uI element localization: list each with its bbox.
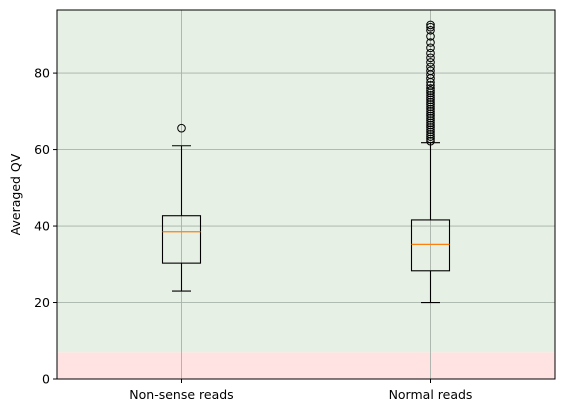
outlier-point xyxy=(426,102,435,112)
outlier-point xyxy=(426,120,435,130)
outlier-point xyxy=(426,134,435,144)
outlier-point xyxy=(426,129,435,139)
y-tick-label: 60 xyxy=(34,142,50,157)
outlier-point xyxy=(426,100,435,109)
box-series xyxy=(161,20,451,304)
outlier-point xyxy=(426,111,435,121)
y-axis-label: Averaged QV xyxy=(8,153,23,235)
axis-ticks: 0 20 40 60 80 Non-sense reads Normal reads xyxy=(34,66,472,402)
y-tick-label: 80 xyxy=(34,66,50,81)
outlier-point xyxy=(426,97,435,107)
background-band-1 xyxy=(57,10,555,353)
outlier-point xyxy=(426,20,435,30)
background-bands xyxy=(57,10,555,379)
outlier-point xyxy=(426,84,435,93)
y-tick-label: 20 xyxy=(34,295,50,310)
outlier-point xyxy=(426,81,435,90)
outlier-point xyxy=(426,48,435,58)
y-tick-label: 0 xyxy=(42,372,50,387)
outlier-point xyxy=(426,118,435,128)
outlier-point xyxy=(426,104,435,114)
outlier-point xyxy=(426,43,435,53)
box-0 xyxy=(161,123,202,292)
outlier-point xyxy=(426,107,435,116)
outlier-point xyxy=(426,95,435,105)
outlier-point xyxy=(426,123,435,132)
outlier-point xyxy=(426,58,435,67)
outlier-point xyxy=(426,116,435,125)
outlier-point xyxy=(426,125,435,134)
outlier-point xyxy=(426,86,435,95)
background-band-0 xyxy=(57,352,555,379)
outlier-point xyxy=(426,62,435,72)
outlier-point xyxy=(426,66,435,76)
y-tick-label: 40 xyxy=(34,219,50,234)
outlier-point xyxy=(426,127,435,137)
outlier-point xyxy=(426,136,435,146)
plot-frame xyxy=(56,9,556,380)
outlier-point xyxy=(426,22,435,32)
iqr-box xyxy=(161,215,202,264)
outlier-point xyxy=(426,93,435,102)
x-tick-label: Non-sense reads xyxy=(129,387,233,402)
outlier-point xyxy=(426,109,435,118)
outlier-point xyxy=(426,113,435,123)
iqr-box xyxy=(410,219,451,272)
box-1 xyxy=(410,20,451,304)
outlier-point xyxy=(426,32,435,41)
x-tick-label: Normal reads xyxy=(389,387,473,402)
outlier-point xyxy=(426,132,435,141)
outlier-point xyxy=(426,90,435,100)
outlier-point xyxy=(426,38,435,47)
outlier-point xyxy=(426,53,435,63)
outlier-point xyxy=(177,123,186,133)
outlier-point xyxy=(426,25,435,35)
